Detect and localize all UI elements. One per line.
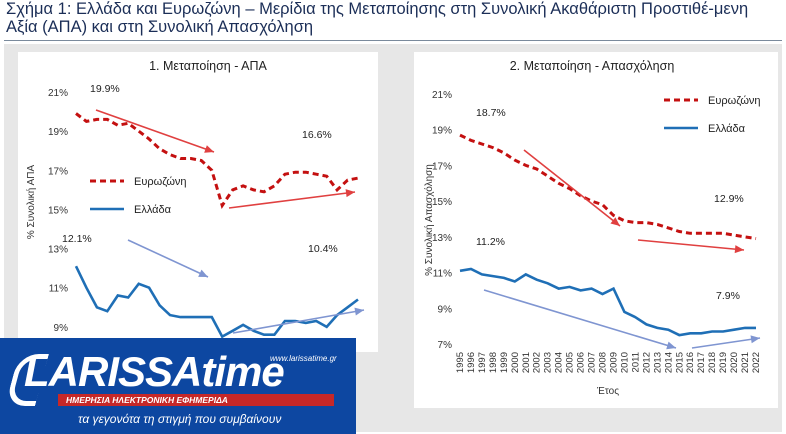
figure-title: Σχήμα 1: Ελλάδα και Ευρωζώνη – Μερίδια τ… bbox=[6, 0, 749, 36]
chart-panel-gva: 1. Μεταποίηση - ΑΠΑ 21% 19% 17% 15% 13% 11% 9%%… bbox=[18, 52, 378, 352]
larissatime-logo[interactable]: LARISSAtime www.larissatime.gr ΗΜΕΡΗΣΙΑ … bbox=[0, 338, 356, 434]
y-tick-label: 21% bbox=[432, 90, 452, 101]
y-tick-label: 21% bbox=[48, 88, 68, 99]
data-label: 12.9% bbox=[714, 193, 744, 205]
x-tick-label: 2005 bbox=[565, 352, 576, 373]
x-tick-label: 1997 bbox=[477, 352, 488, 373]
chart-title: 1. Μεταποίηση - ΑΠΑ bbox=[149, 59, 267, 73]
x-tick-label: 2021 bbox=[740, 352, 751, 373]
y-tick-label: 13% bbox=[48, 245, 68, 256]
x-tick-label: 2004 bbox=[554, 352, 565, 373]
x-tick-label: 2022 bbox=[751, 352, 762, 373]
x-tick-label: 2002 bbox=[532, 352, 543, 373]
chart-title: 2. Μεταποίηση - Απασχόληση bbox=[510, 59, 675, 73]
data-label: 16.6% bbox=[302, 129, 332, 141]
logo-site-url: www.larissatime.gr bbox=[270, 354, 337, 363]
logo-slogan: τα γεγονότα τη στιγμή που συμβαίνουν bbox=[78, 412, 282, 426]
x-tick-label: 2010 bbox=[619, 352, 630, 373]
trend-arrow-head bbox=[750, 335, 760, 344]
series-line-eurozone bbox=[459, 133, 757, 241]
trend-arrow-head bbox=[198, 269, 208, 277]
y-tick-label: 15% bbox=[48, 205, 68, 216]
trend-arrow bbox=[127, 239, 209, 278]
y-tick-label: 19% bbox=[432, 126, 452, 137]
trend-arrow bbox=[637, 239, 745, 251]
x-tick-label: 2009 bbox=[608, 352, 619, 373]
x-tick-label: 2008 bbox=[598, 352, 609, 373]
legend-label-eurozone: Ευρωζώνη bbox=[134, 176, 187, 188]
x-tick-label: 1998 bbox=[488, 352, 499, 373]
trend-arrow-head bbox=[610, 217, 620, 226]
data-label: 19.9% bbox=[90, 83, 120, 95]
y-tick-label: 9% bbox=[438, 304, 453, 315]
y-axis-label: % Συνολική ΑΠΑ bbox=[25, 165, 37, 240]
trend-arrow bbox=[691, 337, 761, 349]
x-tick-label: 2014 bbox=[663, 352, 674, 373]
trend-arrow-head bbox=[345, 189, 355, 198]
x-axis-label: Έτος bbox=[596, 386, 619, 397]
trend-arrow bbox=[523, 149, 621, 227]
y-tick-label: 17% bbox=[432, 161, 452, 172]
data-label: 18.7% bbox=[476, 107, 506, 119]
data-label: 10.4% bbox=[308, 243, 338, 255]
x-tick-label: 2001 bbox=[521, 352, 532, 373]
x-tick-label: 2018 bbox=[707, 352, 718, 373]
x-tick-label: 2016 bbox=[685, 352, 696, 373]
data-label: 7.9% bbox=[716, 290, 740, 302]
x-tick-label: 2017 bbox=[696, 352, 707, 373]
data-label: 11.2% bbox=[476, 236, 505, 248]
x-tick-label: 1995 bbox=[455, 352, 466, 373]
trend-arrow bbox=[228, 191, 356, 209]
x-tick-label: 2000 bbox=[510, 352, 521, 373]
y-tick-label: 11% bbox=[433, 269, 452, 280]
y-axis-label: % Συνολική Απασχόληση bbox=[423, 164, 435, 276]
trend-arrow-head bbox=[354, 307, 364, 316]
y-tick-label: 17% bbox=[48, 166, 68, 177]
x-tick-label: 2006 bbox=[576, 352, 587, 373]
chart-panel-employment: 2. Μεταποίηση - Απασχόληση 21% 19% 17% 15% 13… bbox=[414, 52, 778, 408]
legend-label-greece: Ελλάδα bbox=[134, 204, 172, 216]
series-line-eurozone bbox=[75, 112, 359, 209]
x-tick-label: 2015 bbox=[674, 352, 685, 373]
y-tick-label: 7% bbox=[438, 340, 453, 351]
trend-arrow-head bbox=[204, 145, 214, 153]
trend-arrow-head bbox=[734, 245, 744, 254]
x-tick-label: 2013 bbox=[652, 352, 663, 373]
trend-arrow-head bbox=[666, 341, 676, 350]
x-tick-label: 1996 bbox=[466, 352, 477, 373]
x-tick-label: 2019 bbox=[718, 352, 729, 373]
y-tick-label: 13% bbox=[432, 233, 452, 244]
y-tick-label: 11% bbox=[49, 284, 68, 295]
series-line-greece bbox=[74, 265, 359, 339]
x-tick-label: 2012 bbox=[641, 352, 652, 373]
x-tick-label: 2011 bbox=[630, 352, 641, 372]
chart-gva-svg: 1. Μεταποίηση - ΑΠΑ 21% 19% 17% 15% 13% 11% 9%%… bbox=[25, 59, 365, 339]
legend-label-greece: Ελλάδα bbox=[708, 123, 746, 135]
trend-arrow bbox=[232, 309, 365, 334]
x-tick-label: 1999 bbox=[499, 352, 510, 373]
trend-arrow bbox=[483, 289, 677, 349]
chart-employment-svg: 2. Μεταποίηση - Απασχόληση 21% 19% 17% 15% 13… bbox=[423, 59, 762, 397]
y-tick-label: 9% bbox=[54, 323, 69, 334]
y-tick-label: 19% bbox=[48, 127, 68, 138]
x-tick-label: 2007 bbox=[587, 352, 598, 373]
logo-tagline-strip: ΗΜΕΡΗΣΙΑ ΗΛΕΚΤΡΟΝΙΚΗ ΕΦΗΜΕΡΙΔΑ bbox=[58, 394, 334, 406]
x-tick-label: 2020 bbox=[729, 352, 740, 373]
logo-wordmark: LARISSAtime bbox=[24, 348, 285, 395]
legend-label-eurozone: Ευρωζώνη bbox=[708, 95, 761, 107]
y-tick-label: 15% bbox=[432, 197, 452, 208]
x-tick-label: 2003 bbox=[543, 352, 554, 373]
series-line-greece bbox=[459, 267, 756, 337]
title-rule bbox=[4, 40, 782, 41]
trend-arrow bbox=[95, 109, 215, 153]
data-label: 12.1% bbox=[62, 233, 92, 245]
